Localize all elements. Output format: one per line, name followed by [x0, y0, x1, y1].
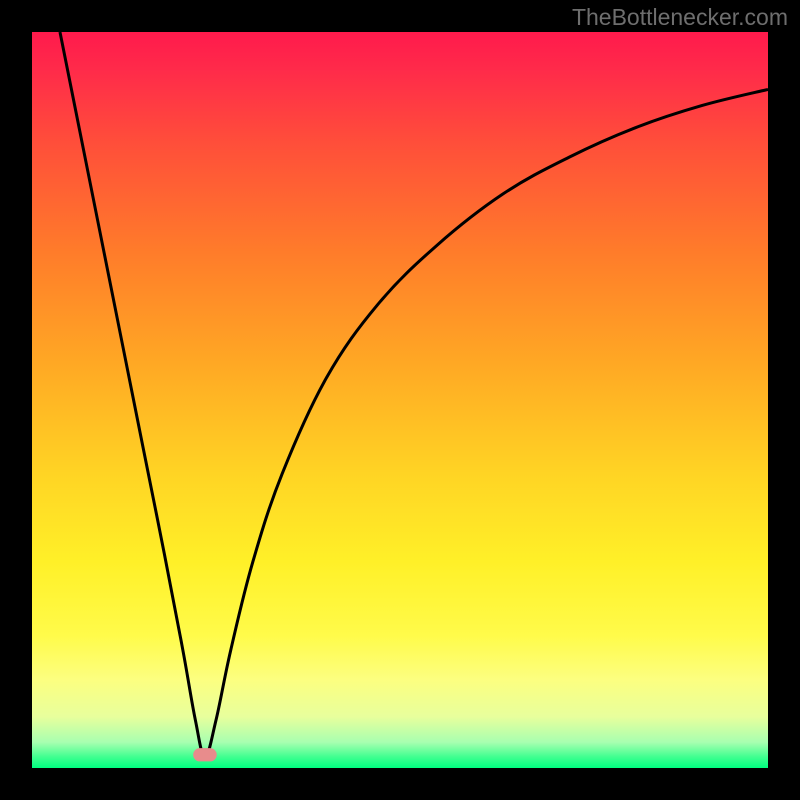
optimal-point-marker	[193, 748, 217, 761]
bottleneck-chart: TheBottlenecker.com	[0, 0, 800, 800]
watermark-text: TheBottlenecker.com	[572, 4, 788, 31]
chart-background	[32, 32, 768, 768]
chart-svg	[0, 0, 800, 800]
